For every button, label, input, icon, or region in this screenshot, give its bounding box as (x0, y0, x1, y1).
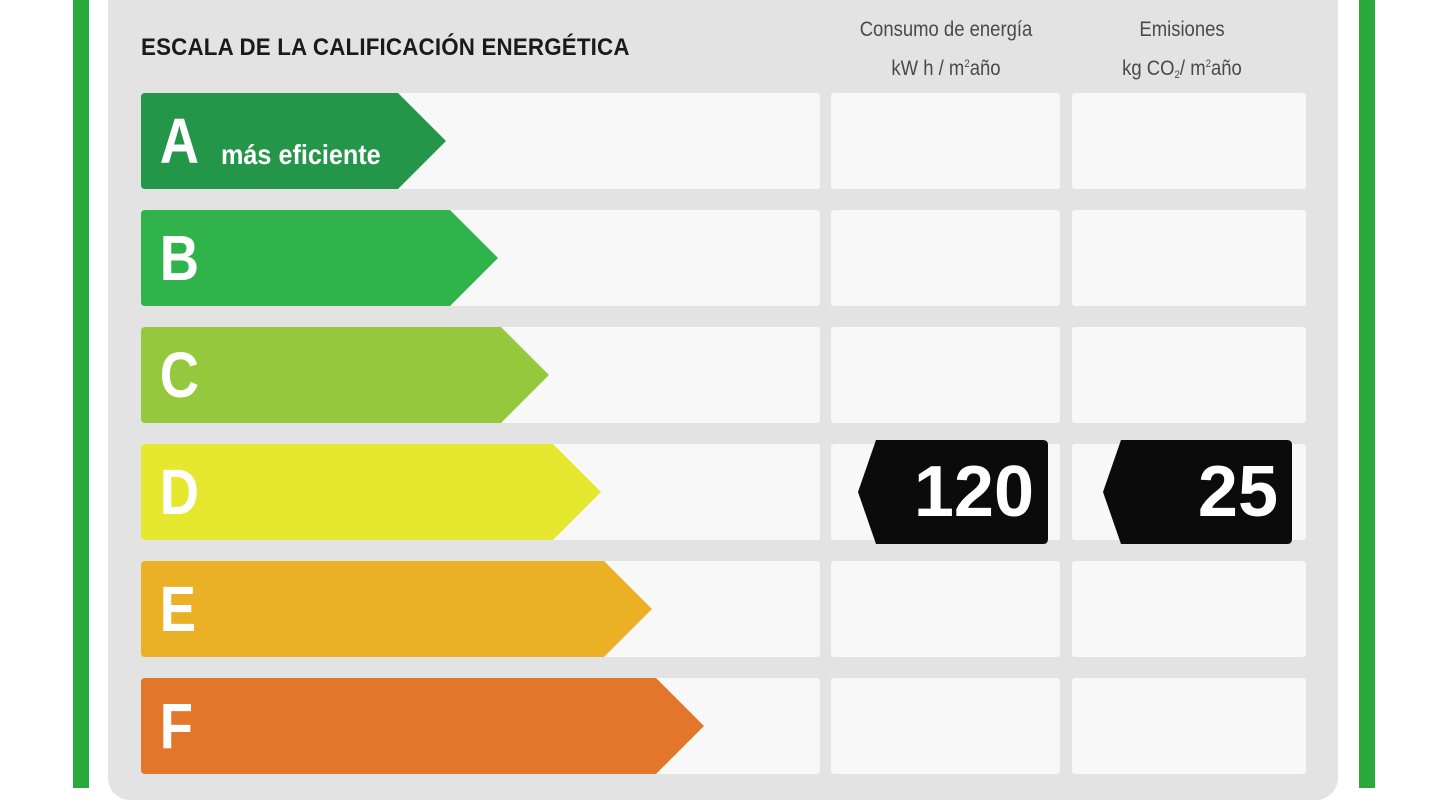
energy-value-badge-value: 120 (913, 452, 1034, 532)
emissions-value-badge-value: 25 (1197, 452, 1278, 532)
rating-arrow-e: E (141, 561, 652, 657)
rating-letter: D (159, 456, 199, 528)
emissions-cell (1072, 93, 1306, 189)
emissions-cell (1072, 561, 1306, 657)
energy-cell (831, 327, 1060, 423)
rating-row-e: E (141, 561, 1306, 657)
rating-arrow-b: B (141, 210, 498, 306)
label-title: ESCALA DE LA CALIFICACIÓN ENERGÉTICA (141, 34, 630, 61)
energy-header-line1: Consumo de energía (859, 18, 1033, 41)
rating-letter: A (159, 105, 199, 177)
rating-letter: F (159, 690, 193, 762)
rating-row-d: D 120 25 (141, 440, 1306, 544)
energy-cell (831, 210, 1060, 306)
energy-cell (831, 93, 1060, 189)
rating-letter: C (159, 339, 199, 411)
emissions-header-line1: Emisiones (1139, 18, 1225, 41)
emissions-cell (1072, 678, 1306, 774)
rating-row-b: B (141, 210, 1306, 306)
rating-letter: E (159, 573, 196, 645)
rating-arrow-f: F (141, 678, 704, 774)
emissions-cell (1072, 327, 1306, 423)
energy-value-badge: 120 (858, 440, 1048, 544)
rating-row-c: C (141, 327, 1306, 423)
emissions-column-header: Emisiones kg CO2/ m2año (1076, 12, 1287, 93)
energy-cell (831, 561, 1060, 657)
rating-sublabel: más eficiente (221, 139, 381, 170)
energy-column-header: Consumo de energía kW h / m2año (840, 12, 1051, 86)
rating-letter: B (159, 222, 199, 294)
energy-cell (831, 678, 1060, 774)
emissions-value-badge: 25 (1103, 440, 1292, 544)
emissions-cell (1072, 210, 1306, 306)
energy-header-line2: kW h / m2año (891, 57, 1001, 80)
rating-row-f: F (141, 678, 1306, 774)
rating-arrow-c: C (141, 327, 549, 423)
emissions-header-line2: kg CO2/ m2año (1122, 57, 1242, 81)
frame-right-border (1359, 0, 1375, 788)
rating-arrow-d: D (141, 444, 601, 540)
frame-left-border (73, 0, 89, 788)
